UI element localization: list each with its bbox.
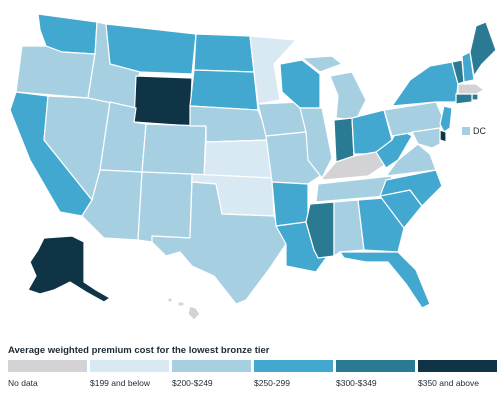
legend-item-nodata: No data: [8, 360, 87, 388]
legend-swatch-t3: [254, 360, 333, 372]
legend-label-t2: $200-$249: [172, 378, 213, 388]
state-md[interactable]: [411, 127, 441, 149]
state-mn[interactable]: [249, 35, 297, 105]
legend-title: Average weighted premium cost for the lo…: [8, 345, 270, 356]
legend-label-nodata: No data: [8, 378, 38, 388]
state-ny[interactable]: [391, 61, 459, 107]
state-nm[interactable]: [137, 171, 193, 243]
legend-item-t2: $200-$249: [172, 360, 251, 388]
legend-label-t3: $250-299: [254, 378, 290, 388]
state-ks[interactable]: [203, 139, 273, 179]
state-ak[interactable]: [27, 235, 111, 303]
state-fl[interactable]: [339, 251, 431, 309]
state-wv[interactable]: [375, 127, 413, 169]
legend-label-t5: $350 and above: [418, 378, 479, 388]
dc-label: DC: [473, 126, 486, 136]
state-in[interactable]: [333, 117, 355, 163]
state-nj[interactable]: [439, 105, 453, 133]
legend-label-t1: $199 and below: [90, 378, 151, 388]
state-co[interactable]: [141, 123, 207, 177]
state-mt[interactable]: [105, 23, 197, 75]
state-hi[interactable]: [167, 297, 201, 320]
dc-indicator: DC: [462, 126, 486, 136]
state-ar[interactable]: [271, 181, 309, 227]
legend-swatch-t2: [172, 360, 251, 372]
legend-item-t5: $350 and above: [418, 360, 497, 388]
state-or[interactable]: [15, 45, 96, 99]
legend-swatch-t4: [336, 360, 415, 372]
state-al[interactable]: [333, 199, 365, 257]
state-va[interactable]: [385, 143, 437, 177]
state-wy[interactable]: [133, 75, 193, 127]
state-nd[interactable]: [193, 33, 255, 73]
legend-item-t1: $199 and below: [90, 360, 169, 388]
legend-swatch-t5: [418, 360, 497, 372]
dc-swatch: [462, 127, 470, 135]
us-states-map: [9, 13, 497, 320]
state-de[interactable]: [439, 129, 447, 143]
state-tx[interactable]: [151, 181, 287, 305]
state-ri[interactable]: [471, 93, 479, 101]
legend-item-t4: $300-$349: [336, 360, 415, 388]
legend-label-t4: $300-$349: [336, 378, 377, 388]
state-me[interactable]: [469, 21, 497, 77]
legend-swatch-nodata: [8, 360, 87, 372]
legend-item-t3: $250-299: [254, 360, 333, 388]
state-sd[interactable]: [189, 69, 259, 111]
legend: No data $199 and below $200-$249 $250-29…: [8, 360, 497, 388]
legend-swatch-t1: [90, 360, 169, 372]
state-ct[interactable]: [455, 93, 473, 105]
state-ma[interactable]: [457, 83, 485, 95]
